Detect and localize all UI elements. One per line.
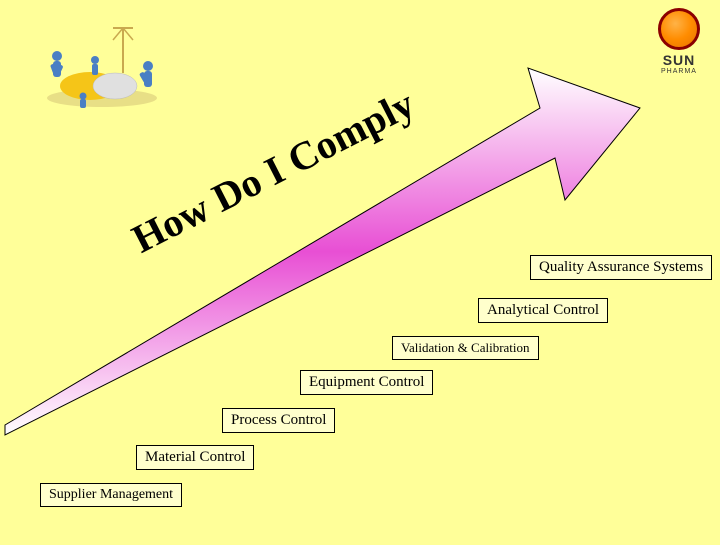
step-box-5: Material Control (136, 445, 254, 470)
brand-logo: SUN PHARMA (658, 8, 700, 75)
sun-icon (658, 8, 700, 50)
step-box-6: Supplier Management (40, 483, 182, 507)
logo-subname: PHARMA (658, 68, 700, 75)
step-box-3: Equipment Control (300, 370, 433, 395)
step-box-4: Process Control (222, 408, 335, 433)
team-capsule-illustration (35, 18, 170, 113)
logo-name: SUN (658, 52, 700, 68)
step-box-1: Analytical Control (478, 298, 608, 323)
step-box-2: Validation & Calibration (392, 336, 539, 360)
step-box-0: Quality Assurance Systems (530, 255, 712, 280)
